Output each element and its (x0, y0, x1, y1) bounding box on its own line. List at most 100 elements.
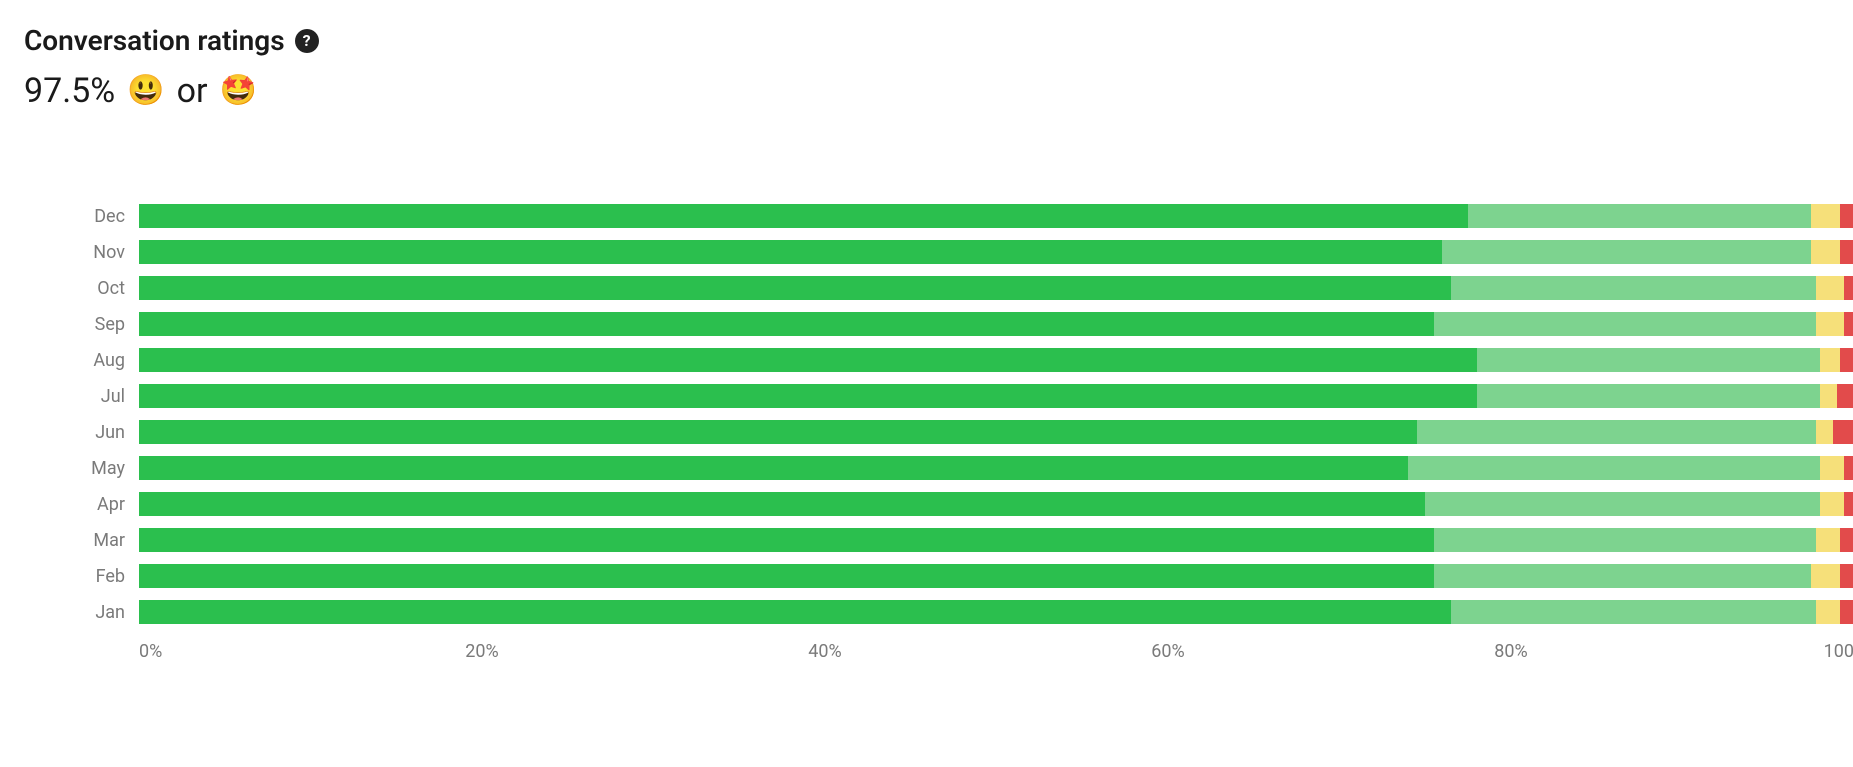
chart-segment-bad (1840, 240, 1853, 264)
chart-y-label: Feb (84, 566, 139, 587)
metric-row: 97.5% 😃 or 🤩 (24, 71, 1829, 111)
chart-row: Mar (84, 525, 1853, 555)
chart-row: Jan (84, 597, 1853, 627)
chart-segment-excellent (139, 564, 1434, 588)
chart-segment-neutral (1816, 276, 1843, 300)
chart-bar (139, 420, 1853, 444)
chart-segment-bad (1837, 384, 1853, 408)
metric-value: 97.5% (24, 71, 115, 111)
chart-segment-bad (1840, 564, 1853, 588)
title-row: Conversation ratings ? (24, 24, 1829, 57)
chart-segment-good (1477, 348, 1820, 372)
chart-plot-area: Dec Nov Oct Sep Aug Jul Jun May Apr Mar Feb Jan (84, 201, 1853, 627)
chart-row: Jun (84, 417, 1853, 447)
chart-segment-bad (1840, 204, 1853, 228)
chart-row: Feb (84, 561, 1853, 591)
chart-segment-excellent (139, 348, 1477, 372)
chart-row: Aug (84, 345, 1853, 375)
chart-segment-excellent (139, 240, 1442, 264)
chart-x-tick: 100 (1824, 641, 1853, 662)
chart-bar (139, 456, 1853, 480)
chart-y-label: Nov (84, 242, 139, 263)
metric-or-text: or (177, 71, 208, 111)
chart-bar (139, 564, 1853, 588)
chart-segment-bad (1833, 420, 1853, 444)
chart-bar (139, 312, 1853, 336)
chart-segment-excellent (139, 456, 1408, 480)
chart-segment-good (1477, 384, 1820, 408)
chart-y-label: Oct (84, 278, 139, 299)
chart-bar (139, 492, 1853, 516)
chart-segment-neutral (1811, 564, 1840, 588)
chart-segment-excellent (139, 204, 1468, 228)
chart-segment-neutral (1820, 492, 1844, 516)
chart-segment-neutral (1816, 528, 1840, 552)
chart-x-tick: 0% (139, 641, 162, 662)
chart-segment-neutral (1811, 240, 1840, 264)
chart-segment-good (1468, 204, 1811, 228)
chart-y-label: Apr (84, 494, 139, 515)
chart-y-label: Jan (84, 602, 139, 623)
help-icon[interactable]: ? (295, 29, 319, 53)
chart-segment-good (1434, 312, 1816, 336)
chart-segment-excellent (139, 312, 1434, 336)
chart-segment-neutral (1816, 312, 1843, 336)
chart-segment-bad (1840, 348, 1853, 372)
chart-segment-excellent (139, 384, 1477, 408)
chart-row: Nov (84, 237, 1853, 267)
chart-segment-bad (1840, 600, 1853, 624)
chart-segment-good (1451, 276, 1816, 300)
chart-segment-bad (1844, 456, 1853, 480)
chart-y-label: Aug (84, 350, 139, 371)
chart-segment-excellent (139, 420, 1417, 444)
chart-row: May (84, 453, 1853, 483)
happy-emoji-icon: 😃 (127, 76, 164, 106)
chart-y-label: Dec (84, 206, 139, 227)
chart-segment-excellent (139, 600, 1451, 624)
chart-y-label: Mar (84, 530, 139, 551)
chart-y-label: Sep (84, 314, 139, 335)
chart-segment-good (1442, 240, 1811, 264)
chart-segment-neutral (1820, 384, 1837, 408)
chart-row: Jul (84, 381, 1853, 411)
chart-row: Oct (84, 273, 1853, 303)
chart-bar (139, 204, 1853, 228)
chart-segment-excellent (139, 492, 1425, 516)
chart-segment-excellent (139, 276, 1451, 300)
chart-y-label: Jun (84, 422, 139, 443)
chart-y-label: Jul (84, 386, 139, 407)
chart-x-tick: 60% (1151, 641, 1184, 662)
chart-x-tick: 40% (808, 641, 841, 662)
chart-segment-bad (1844, 492, 1853, 516)
chart-segment-good (1451, 600, 1816, 624)
section-title: Conversation ratings (24, 24, 285, 57)
ratings-chart: Dec Nov Oct Sep Aug Jul Jun May Apr Mar Feb Jan 0% 2… (84, 201, 1853, 681)
chart-segment-bad (1840, 528, 1853, 552)
chart-segment-excellent (139, 528, 1434, 552)
chart-x-tick: 20% (465, 641, 498, 662)
chart-bar (139, 348, 1853, 372)
chart-segment-neutral (1816, 600, 1840, 624)
chart-row: Apr (84, 489, 1853, 519)
chart-bar (139, 600, 1853, 624)
chart-segment-bad (1844, 312, 1853, 336)
star-emoji-icon: 🤩 (219, 76, 256, 106)
chart-segment-bad (1844, 276, 1853, 300)
chart-x-tick: 80% (1494, 641, 1527, 662)
chart-segment-good (1434, 528, 1816, 552)
chart-row: Sep (84, 309, 1853, 339)
chart-segment-good (1425, 492, 1819, 516)
chart-segment-good (1434, 564, 1811, 588)
chart-row: Dec (84, 201, 1853, 231)
chart-segment-good (1417, 420, 1817, 444)
chart-segment-neutral (1820, 456, 1844, 480)
chart-y-label: May (84, 458, 139, 479)
chart-segment-neutral (1811, 204, 1840, 228)
chart-bar (139, 276, 1853, 300)
chart-bar (139, 528, 1853, 552)
chart-bar (139, 384, 1853, 408)
chart-bar (139, 240, 1853, 264)
chart-x-axis: 0% 20% 40% 60% 80% 100 (139, 641, 1853, 681)
chart-segment-neutral (1820, 348, 1841, 372)
chart-segment-good (1408, 456, 1820, 480)
